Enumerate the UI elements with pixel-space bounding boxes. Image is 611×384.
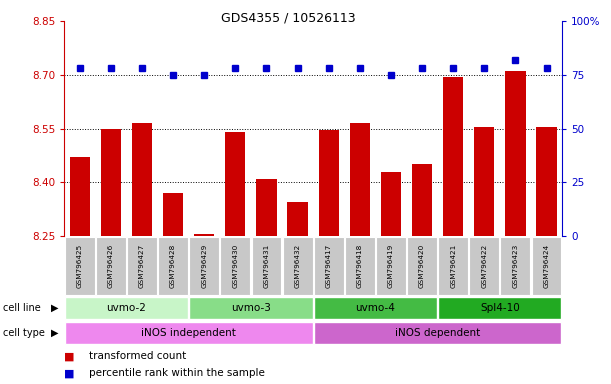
Bar bbox=[536, 127, 557, 236]
Bar bbox=[381, 172, 401, 236]
FancyBboxPatch shape bbox=[189, 297, 312, 319]
FancyBboxPatch shape bbox=[221, 237, 251, 295]
Bar bbox=[225, 132, 246, 236]
Bar bbox=[194, 234, 214, 236]
Text: iNOS independent: iNOS independent bbox=[141, 328, 236, 338]
Text: GSM796418: GSM796418 bbox=[357, 244, 363, 288]
Bar bbox=[412, 164, 432, 236]
Bar bbox=[443, 77, 463, 236]
Text: GSM796423: GSM796423 bbox=[513, 244, 519, 288]
Text: GSM796430: GSM796430 bbox=[232, 244, 238, 288]
Bar bbox=[70, 157, 90, 236]
FancyBboxPatch shape bbox=[252, 237, 282, 295]
FancyBboxPatch shape bbox=[65, 297, 188, 319]
FancyBboxPatch shape bbox=[189, 237, 219, 295]
Bar bbox=[101, 129, 121, 236]
Text: GSM796431: GSM796431 bbox=[263, 244, 269, 288]
FancyBboxPatch shape bbox=[314, 297, 437, 319]
FancyBboxPatch shape bbox=[96, 237, 126, 295]
FancyBboxPatch shape bbox=[283, 237, 312, 295]
Text: ■: ■ bbox=[64, 368, 75, 378]
Bar bbox=[257, 179, 277, 236]
Text: GSM796426: GSM796426 bbox=[108, 244, 114, 288]
Text: GSM796427: GSM796427 bbox=[139, 244, 145, 288]
FancyBboxPatch shape bbox=[314, 237, 343, 295]
FancyBboxPatch shape bbox=[407, 237, 437, 295]
Text: GSM796419: GSM796419 bbox=[388, 244, 394, 288]
Bar bbox=[163, 193, 183, 236]
Text: GSM796429: GSM796429 bbox=[201, 244, 207, 288]
Text: GSM796425: GSM796425 bbox=[77, 244, 82, 288]
Text: GSM796432: GSM796432 bbox=[295, 244, 301, 288]
FancyBboxPatch shape bbox=[376, 237, 406, 295]
FancyBboxPatch shape bbox=[65, 322, 312, 344]
FancyBboxPatch shape bbox=[345, 237, 375, 295]
Bar bbox=[318, 131, 339, 236]
Text: GSM796420: GSM796420 bbox=[419, 244, 425, 288]
Text: cell type: cell type bbox=[3, 328, 45, 338]
Bar bbox=[349, 123, 370, 236]
Text: uvmo-3: uvmo-3 bbox=[231, 303, 271, 313]
Text: GSM796424: GSM796424 bbox=[544, 244, 549, 288]
Text: iNOS dependent: iNOS dependent bbox=[395, 328, 480, 338]
Bar bbox=[287, 202, 308, 236]
FancyBboxPatch shape bbox=[438, 237, 468, 295]
Text: ▶: ▶ bbox=[51, 328, 58, 338]
Text: uvmo-2: uvmo-2 bbox=[106, 303, 147, 313]
Text: uvmo-4: uvmo-4 bbox=[356, 303, 395, 313]
Bar bbox=[132, 123, 152, 236]
FancyBboxPatch shape bbox=[438, 297, 562, 319]
FancyBboxPatch shape bbox=[314, 322, 562, 344]
Text: GSM796421: GSM796421 bbox=[450, 244, 456, 288]
Bar bbox=[474, 127, 494, 236]
Text: Spl4-10: Spl4-10 bbox=[480, 303, 520, 313]
Text: cell line: cell line bbox=[3, 303, 41, 313]
FancyBboxPatch shape bbox=[65, 237, 95, 295]
FancyBboxPatch shape bbox=[158, 237, 188, 295]
Text: percentile rank within the sample: percentile rank within the sample bbox=[89, 368, 265, 378]
Text: transformed count: transformed count bbox=[89, 351, 186, 361]
FancyBboxPatch shape bbox=[469, 237, 499, 295]
Bar bbox=[505, 71, 525, 236]
FancyBboxPatch shape bbox=[127, 237, 157, 295]
Text: GSM796428: GSM796428 bbox=[170, 244, 176, 288]
Text: GDS4355 / 10526113: GDS4355 / 10526113 bbox=[221, 12, 356, 25]
FancyBboxPatch shape bbox=[500, 237, 530, 295]
Text: ▶: ▶ bbox=[51, 303, 58, 313]
FancyBboxPatch shape bbox=[532, 237, 562, 295]
Text: GSM796422: GSM796422 bbox=[481, 244, 488, 288]
Text: GSM796417: GSM796417 bbox=[326, 244, 332, 288]
Text: ■: ■ bbox=[64, 351, 75, 361]
